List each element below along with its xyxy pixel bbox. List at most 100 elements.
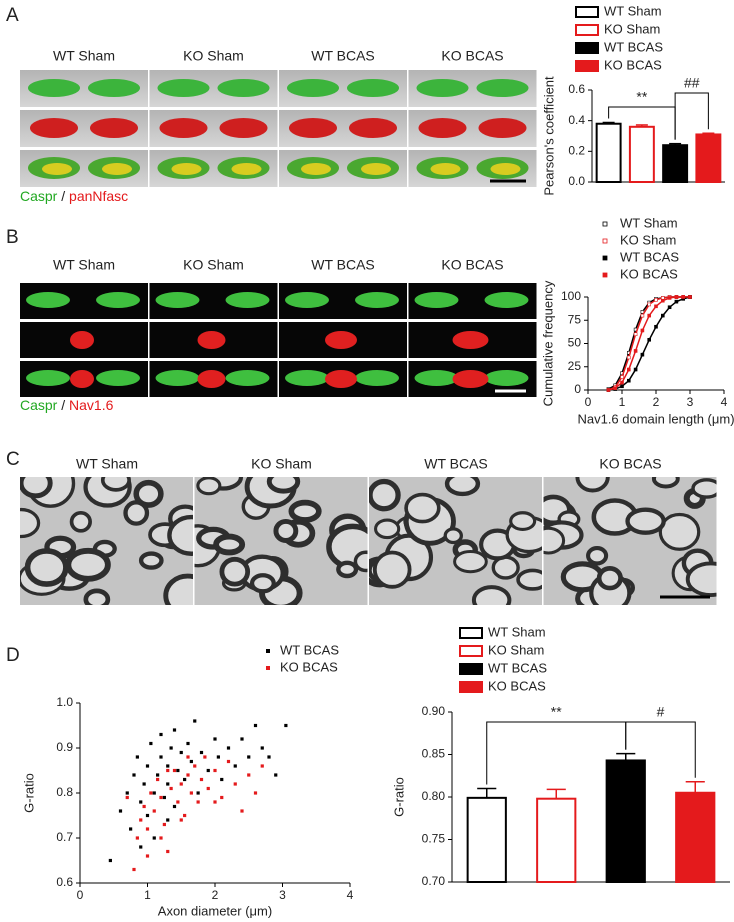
axon	[163, 573, 193, 605]
y-tick-label: 0.4	[568, 113, 585, 127]
legend-label: WT BCAS	[280, 642, 339, 657]
stain-blob	[96, 292, 140, 308]
scatter-point	[139, 800, 143, 804]
column-header: WT Sham	[76, 456, 138, 472]
scatter-point	[162, 795, 166, 800]
x-tick-label: 1	[619, 395, 626, 409]
stain-blob	[171, 163, 202, 175]
scatter-point	[135, 836, 139, 840]
scatter-point	[156, 777, 160, 782]
cdf-point	[654, 297, 658, 302]
significance-bracket	[625, 721, 696, 778]
axon	[372, 550, 412, 589]
scatter-point	[220, 795, 224, 800]
y-tick-label: 0.6	[568, 82, 585, 96]
axon	[336, 560, 359, 579]
stain-blob	[452, 331, 489, 349]
scatter-point	[166, 782, 170, 786]
stain-blob	[231, 163, 262, 175]
scatter-point	[213, 800, 217, 804]
axon	[691, 478, 717, 499]
cdf-point	[640, 352, 645, 357]
scatter-point	[139, 818, 143, 822]
scatter-point	[179, 782, 183, 786]
stain-blob	[414, 370, 459, 386]
scatter-point	[132, 867, 136, 872]
y-tick-label: 50	[568, 336, 582, 350]
y-tick-label: 0.80	[422, 789, 446, 803]
cdf-point	[647, 337, 652, 342]
scatter-point	[206, 786, 210, 791]
stain-blob	[26, 292, 70, 308]
scatter-point	[108, 858, 112, 863]
stain-blob	[452, 370, 489, 388]
y-tick-label: 25	[568, 359, 582, 373]
legend-swatch	[575, 24, 599, 36]
column-header: WT Sham	[53, 257, 115, 273]
y-tick-label: 0.0	[568, 174, 585, 188]
significance-bracket	[486, 721, 627, 785]
stain-blob	[416, 79, 469, 97]
axon	[213, 533, 246, 556]
scatter-point	[193, 719, 197, 723]
cdf-point	[633, 367, 638, 372]
stain-blob	[285, 370, 329, 386]
scatter-point	[247, 755, 251, 759]
scatter-point	[213, 768, 217, 773]
scatter-point	[240, 809, 244, 813]
em-image	[369, 477, 542, 605]
stain-blob	[325, 331, 357, 349]
scatter-point	[135, 755, 139, 759]
cdf-point	[640, 328, 645, 333]
scatter-point	[183, 813, 187, 818]
axon	[273, 518, 299, 543]
scatter-point	[220, 777, 224, 782]
scatter-point	[199, 777, 204, 782]
stain-blob	[349, 118, 397, 138]
scatter-point	[172, 804, 177, 809]
axon	[167, 514, 193, 556]
legend-swatch	[575, 42, 599, 54]
stain-caption: Caspr / Nav1.6	[20, 397, 114, 413]
stain-blob	[484, 370, 529, 386]
legend-label: WT Sham	[620, 215, 678, 230]
y-tick-label: 0.2	[568, 144, 585, 158]
y-tick-label: 0.90	[422, 704, 446, 718]
stain-blob	[414, 292, 459, 308]
legend-label: WT BCAS	[620, 249, 679, 264]
scatter-point	[125, 791, 129, 795]
scatter-point	[166, 849, 170, 854]
x-tick-label: 2	[212, 888, 219, 902]
y-tick-label: 0.8	[56, 785, 73, 799]
x-tick-label: 3	[687, 395, 694, 409]
cdf-point	[654, 324, 658, 329]
scatter-point	[189, 759, 193, 764]
axon	[443, 527, 463, 545]
scatter-point	[206, 768, 210, 773]
scatter-point	[125, 795, 129, 800]
stain-blob	[285, 292, 329, 308]
x-axis-label: Axon diameter (μm)	[158, 903, 272, 918]
panel-label: D	[6, 645, 20, 666]
cdf-point	[688, 295, 692, 299]
scatter-point	[159, 836, 163, 840]
scatter-point	[159, 755, 163, 759]
scatter-point	[176, 768, 180, 773]
cdf-point	[674, 299, 679, 304]
scatter-point	[267, 755, 271, 759]
stain-sep: /	[61, 397, 65, 413]
stain-blob	[26, 370, 70, 386]
stain-blob	[287, 79, 339, 97]
axon	[249, 573, 276, 594]
scatter-point	[186, 741, 190, 746]
legend-marker	[602, 221, 608, 227]
y-tick-label: 1.0	[56, 695, 73, 709]
scatter-point	[159, 732, 163, 737]
scatter-point	[166, 764, 170, 768]
stain-blob	[28, 79, 80, 97]
panel-label: B	[6, 227, 19, 248]
significance-label: ##	[684, 75, 700, 91]
axon	[219, 556, 251, 587]
axon	[196, 477, 222, 496]
legend-marker	[602, 238, 608, 244]
